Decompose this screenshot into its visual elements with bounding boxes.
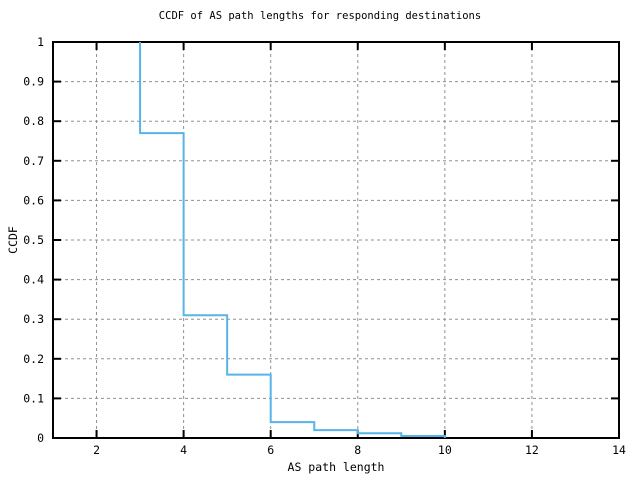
plot-border — [52, 41, 620, 439]
x-tick-labels: 2 4 6 8 10 12 14 — [93, 443, 626, 457]
y-tick-label: 0.3 — [23, 312, 44, 326]
x-tick-label: 12 — [525, 443, 539, 457]
y-tick-label: 0.8 — [23, 114, 44, 128]
y-tick-label: 0.5 — [23, 233, 44, 247]
y-tick-label: 0.9 — [23, 75, 44, 89]
y-tick-label: 0.2 — [23, 352, 44, 366]
y-tick-label: 0 — [37, 431, 44, 445]
x-axis-label: AS path length — [287, 460, 385, 474]
y-tick-label: 0.4 — [23, 273, 44, 287]
y-tick-label: 1 — [37, 35, 44, 49]
x-tick-label: 4 — [180, 443, 187, 457]
x-tick-label: 14 — [612, 443, 626, 457]
y-tick-label: 0.7 — [23, 154, 44, 168]
y-tick-label: 0.1 — [23, 391, 44, 405]
x-tick-label: 8 — [354, 443, 361, 457]
grid-lines — [53, 42, 619, 438]
y-tick-labels: 0 0.1 0.2 0.3 0.4 0.5 0.6 0.7 0.8 0.9 1 — [23, 35, 44, 445]
x-tick-label: 2 — [93, 443, 100, 457]
x-tick-label: 6 — [267, 443, 274, 457]
ccdf-step-line — [139, 42, 446, 438]
chart-title: CCDF of AS path lengths for responding d… — [158, 10, 482, 22]
x-tick-label: 10 — [438, 443, 452, 457]
y-tick-label: 0.6 — [23, 193, 44, 207]
